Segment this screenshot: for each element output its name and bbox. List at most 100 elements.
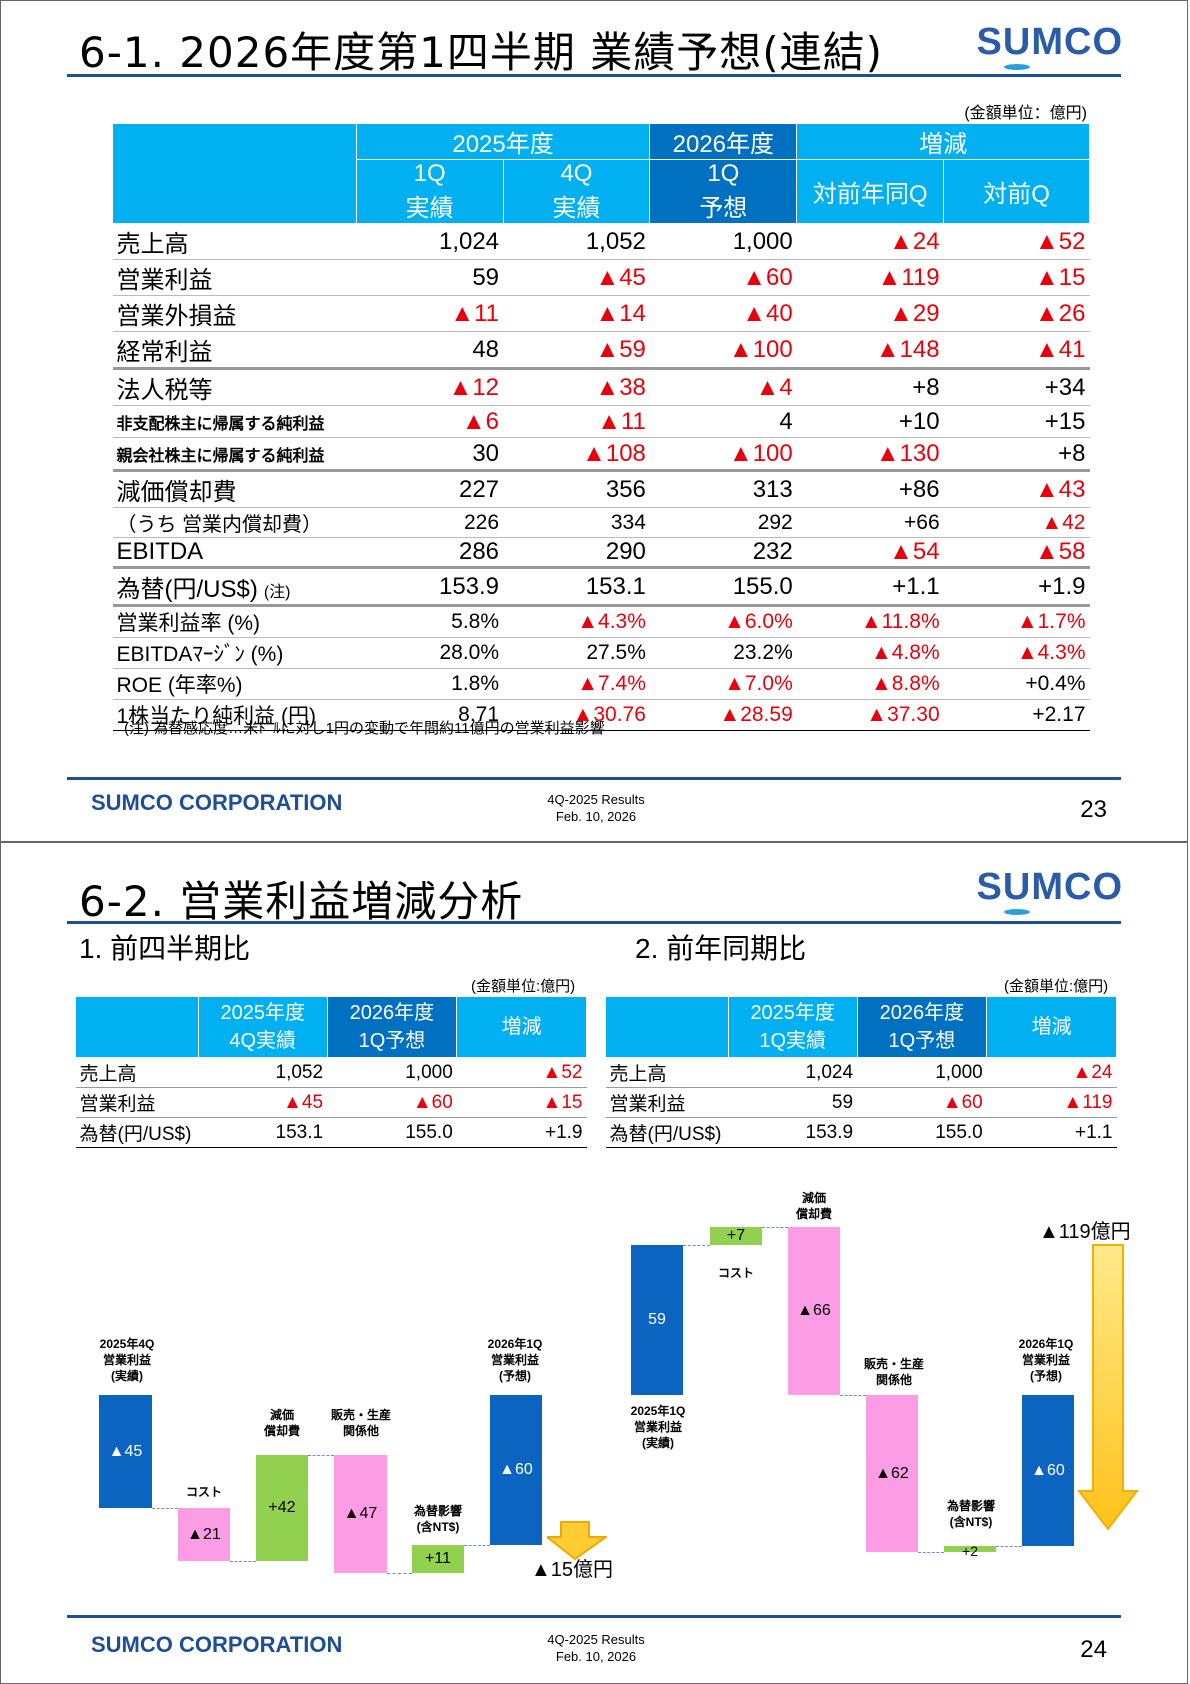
table-cell: +1.9	[456, 1117, 587, 1148]
table-cell: ▲14	[503, 295, 650, 332]
wf-end-label: 2026年1Q 営業利益 (予想)	[1018, 1337, 1074, 1383]
table-cell: 59	[728, 1087, 858, 1118]
table-cell: 27.5%	[503, 637, 650, 669]
table-cell: 1.8%	[356, 668, 504, 700]
page-number: 24	[1080, 1636, 1107, 1663]
qoq-table: 2025年度 4Q実績 2026年度 1Q予想 増減 売上高 1,052 1,000 ▲5…	[75, 996, 587, 1148]
header-1q-forecast: 2026年度 1Q予想	[326, 996, 458, 1058]
table-row: 売上高 1,052 1,000 ▲52	[75, 1057, 587, 1088]
table-cell: 1,024	[356, 223, 504, 260]
table-cell: ▲11	[356, 295, 504, 332]
table-cell: 227	[356, 470, 504, 508]
table-cell: 153.1	[198, 1117, 328, 1148]
table-cell: ▲29	[796, 295, 944, 332]
table-cell: 59	[356, 259, 504, 296]
wf-connector	[840, 1395, 866, 1396]
table-cell: +1.9	[943, 567, 1090, 607]
table-cell: 1,052	[503, 223, 650, 260]
table-cell: ▲59	[503, 331, 650, 370]
wf-fx-bar: +11	[412, 1545, 464, 1573]
table-cell: ▲30.76	[503, 699, 650, 731]
wf-dep-label: 減価 償却費	[795, 1191, 832, 1221]
page-number: 23	[1080, 796, 1107, 823]
table-cell: 30	[356, 437, 504, 472]
footer-corp: SUMCO CORPORATION	[91, 1632, 343, 1657]
table-cell: +66	[796, 507, 944, 538]
wf-sales-bar: ▲62	[866, 1395, 918, 1552]
table-row: 為替(円/US$) 153.9 155.0 +1.1	[605, 1117, 1117, 1148]
wf-fx-label: 為替影響 (含NT$)	[946, 1499, 995, 1529]
footer-doc: 4Q-2025 Results Feb. 10, 2026	[547, 792, 645, 824]
row-label: 減価償却費	[112, 470, 357, 508]
forecast-table: 2025年度 2026年度 増減 1Q 実績 4Q 実績 1Q 予想 対前年同Q 対前…	[112, 123, 1090, 731]
table-row: 売上高 1,024 1,000 ▲24	[605, 1057, 1117, 1088]
header-fy2025: 2025年度	[355, 123, 651, 160]
table-row: （うち 営業内償却費） 226 334 292 +66 ▲42	[112, 507, 1090, 538]
table-cell: 1,000	[649, 223, 797, 260]
table-row: 営業利益 ▲45 ▲60 ▲15	[75, 1087, 587, 1118]
table-cell: 334	[503, 507, 650, 538]
wf-connector	[918, 1552, 944, 1553]
table-row: 営業利益率 (%) 5.8% ▲4.3% ▲6.0% ▲11.8% ▲1.7%	[112, 605, 1090, 638]
table-cell: 153.1	[503, 567, 650, 607]
down-arrow-icon	[1077, 1244, 1139, 1531]
table-cell: ▲148	[796, 331, 944, 370]
slide-title: 6-1. 2026年度第1四半期 業績予想(連結)	[79, 28, 884, 77]
table-row: 為替(円/US$) 153.1 155.0 +1.9	[75, 1117, 587, 1148]
wf-connector	[762, 1227, 788, 1228]
wf-cost-bar: ▲21	[178, 1508, 230, 1561]
header-1q-actual: 2025年度 1Q実績	[727, 996, 858, 1058]
slide-24: 6-2. 営業利益増減分析 SU MCO 1. 前四半期比 2. 前年同期比 (金…	[0, 842, 1188, 1684]
row-label: ROE (年率%)	[112, 668, 357, 700]
table-row: ROE (年率%) 1.8% ▲7.4% ▲7.0% ▲8.8% +0.4%	[112, 668, 1090, 700]
title-divider	[67, 74, 1121, 77]
table-cell: 226	[356, 507, 504, 538]
row-label: 為替(円/US$) (注)	[112, 567, 357, 607]
wf-cost-label: コスト	[717, 1266, 754, 1280]
row-label: 親会社株主に帰属する純利益	[112, 437, 357, 472]
wf-cost-label: コスト	[185, 1485, 222, 1499]
wf-end-label: 2026年1Q 営業利益 (予想)	[487, 1337, 543, 1383]
table-cell: +1.1	[796, 567, 944, 607]
table-row: 売上高 1,024 1,052 1,000 ▲24 ▲52	[112, 223, 1090, 260]
table-cell: +8	[796, 368, 944, 406]
table-cell: ▲119	[986, 1087, 1117, 1118]
sumco-logo: SU MCO	[977, 21, 1123, 70]
row-label: 営業利益	[112, 259, 357, 296]
table-row: 親会社株主に帰属する純利益 30 ▲108 ▲100 ▲130 +8	[112, 437, 1090, 472]
unit-label-left: (金額単位:億円)	[471, 978, 576, 995]
table-cell: ▲1.7%	[943, 605, 1090, 638]
table-row: EBITDAﾏｰｼﾞﾝ (%) 28.0% 27.5% 23.2% ▲4.8% ▲4.3%	[112, 637, 1090, 669]
table-cell: 155.0	[327, 1117, 457, 1148]
title-divider	[67, 921, 1121, 924]
row-label: 売上高	[75, 1057, 199, 1088]
row-label: 為替(円/US$)	[75, 1117, 199, 1148]
row-label: 非支配株主に帰属する純利益	[112, 405, 357, 438]
slide-title: 6-2. 営業利益増減分析	[79, 877, 524, 926]
table-cell: 48	[356, 331, 504, 370]
wf-end-bar: ▲60	[490, 1395, 542, 1545]
header-4q-actual: 2025年度 4Q実績	[197, 996, 328, 1058]
row-label: 営業利益率 (%)	[112, 605, 357, 638]
wf-fx-bar: +2	[944, 1543, 996, 1559]
row-label: 営業利益	[75, 1087, 199, 1118]
wf-end-bar: ▲60	[1022, 1395, 1074, 1546]
table-cell: ▲11.8%	[796, 605, 944, 638]
table-cell: ▲37.30	[796, 699, 944, 731]
table-cell: 1,000	[327, 1057, 457, 1088]
table-cell: ▲40	[649, 295, 797, 332]
table-cell: ▲6	[356, 405, 504, 438]
wf-connector	[996, 1546, 1022, 1547]
table-cell: 153.9	[728, 1117, 858, 1148]
table-cell: +1.1	[986, 1117, 1117, 1148]
wf-sales-label: 販売・生産 関係他	[863, 1357, 924, 1387]
table-cell: 290	[503, 537, 650, 569]
table-row: 為替(円/US$) (注) 153.9 153.1 155.0 +1.1 +1.9	[112, 567, 1090, 607]
row-label: 法人税等	[112, 368, 357, 406]
wf-dep-bar: +42	[256, 1455, 308, 1561]
table-cell: 292	[649, 507, 797, 538]
table-cell: ▲60	[649, 259, 797, 296]
header-1q-forecast: 2026年度 1Q予想	[856, 996, 988, 1058]
wf-start-label: 2025年1Q 営業利益 (実績)	[630, 1404, 686, 1450]
header-blank	[75, 996, 199, 1058]
